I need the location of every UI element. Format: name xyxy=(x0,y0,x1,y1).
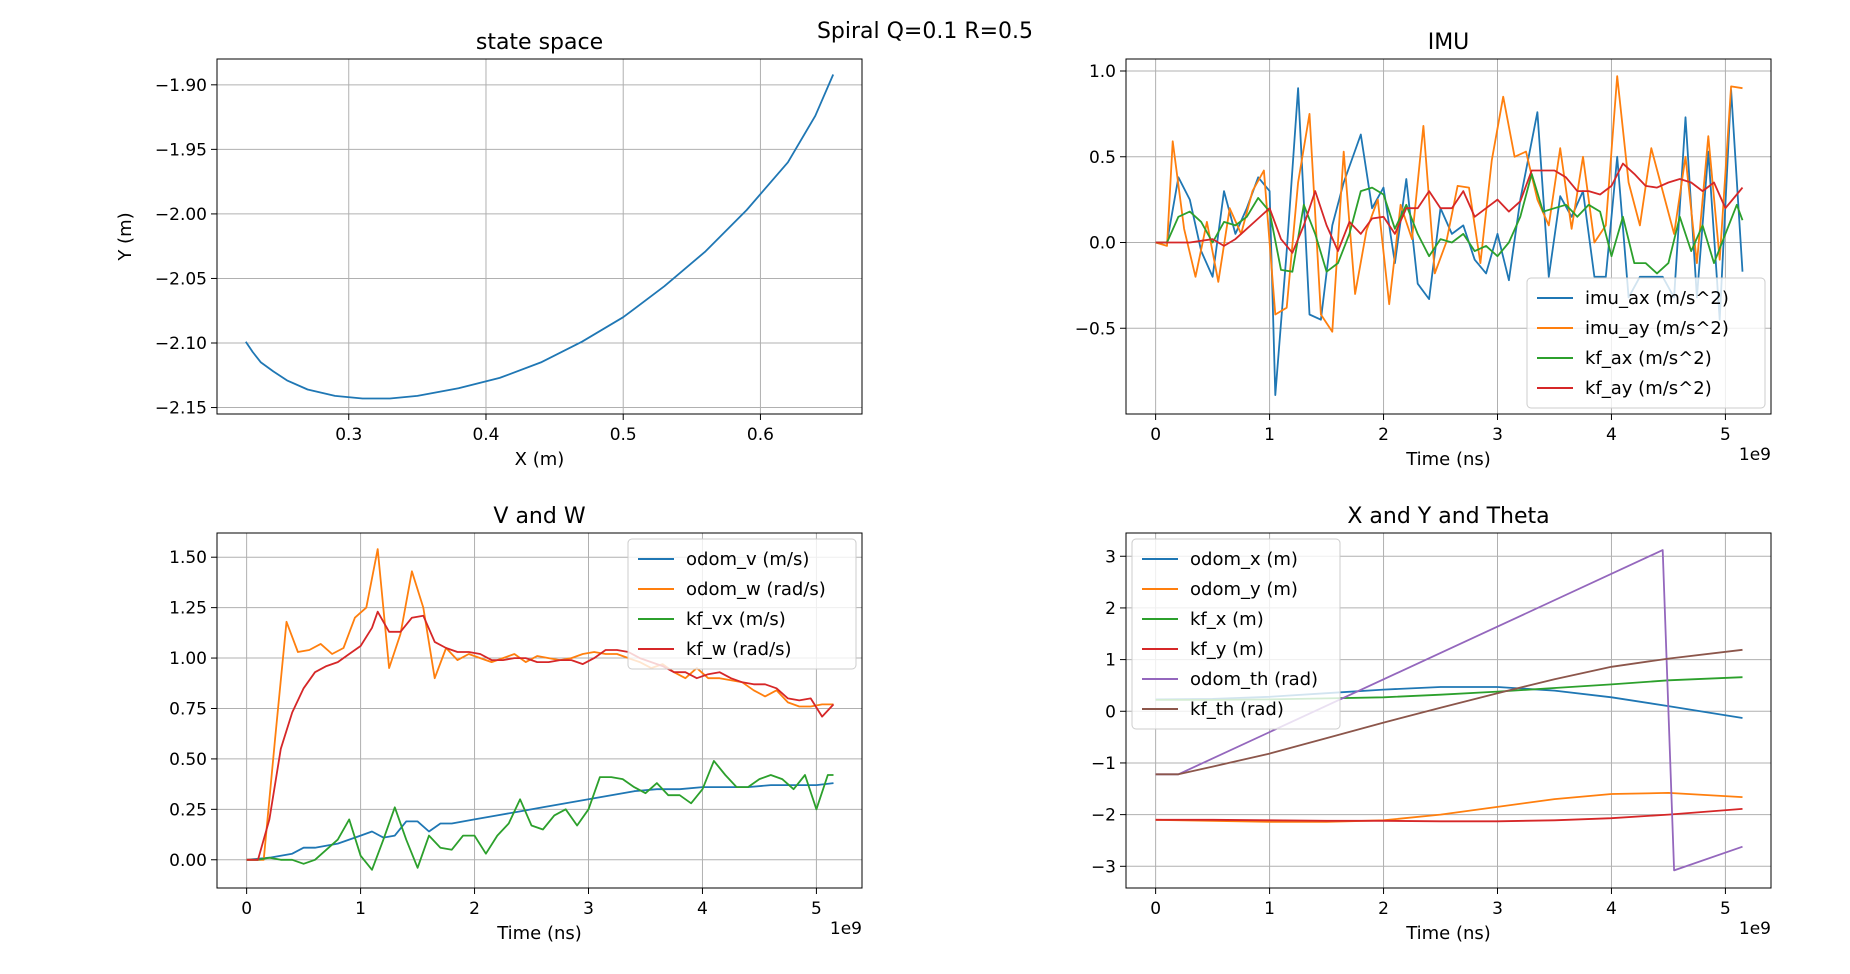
x-tick-label: 3 xyxy=(1492,425,1503,445)
legend-entry: kf_vx (m/s) xyxy=(686,609,786,630)
legend-entry: kf_x (m) xyxy=(1190,609,1264,630)
x-tick-label: 5 xyxy=(1720,425,1731,445)
y-tick-label: −2.15 xyxy=(155,399,207,419)
x-offset-text: 1e9 xyxy=(1739,445,1771,465)
axes-frame xyxy=(1125,58,1772,415)
x-axis-label: Time (ns) xyxy=(1405,449,1491,470)
series-line-odom-y xyxy=(1155,792,1743,823)
y-tick-label: 0.25 xyxy=(169,800,207,820)
x-tick-label: 1 xyxy=(355,899,366,919)
legend-entry: odom_w (rad/s) xyxy=(686,579,826,600)
y-tick-label: 0 xyxy=(1105,702,1116,722)
legend-entry: kf_ax (m/s^2) xyxy=(1585,348,1712,369)
x-tick-label: 0 xyxy=(241,899,252,919)
x-tick-label: 1 xyxy=(1264,425,1275,445)
legend: odom_v (m/s) odom_w (rad/s) kf_vx (m/s) kf_… xyxy=(627,538,857,670)
legend-entry: imu_ax (m/s^2) xyxy=(1585,288,1729,309)
x-tick-label: 3 xyxy=(1492,899,1503,919)
legend-entry: kf_ay (m/s^2) xyxy=(1585,378,1712,399)
series-line-imu-ay xyxy=(1155,75,1743,333)
x-tick-label: 2 xyxy=(469,899,480,919)
x-offset-text: 1e9 xyxy=(830,919,862,939)
legend-box xyxy=(1526,277,1766,409)
y-tick-label: −2.10 xyxy=(155,334,207,354)
legend-box xyxy=(627,538,857,670)
y-tick-label: −1.95 xyxy=(155,140,207,160)
series-line-trajectory xyxy=(245,74,835,400)
legend-entry: imu_ay (m/s^2) xyxy=(1585,318,1729,339)
x-tick-label: 4 xyxy=(1606,899,1617,919)
y-axis-label: Y (m) xyxy=(115,212,136,261)
y-tick-label: 0.0 xyxy=(1089,234,1116,254)
x-tick-label: 5 xyxy=(811,899,822,919)
subplot-1: 0.3 0.4 0.5 0.6 −2.15 −2.10 −2.05 −2.00 −1.95 −1.… xyxy=(115,30,863,470)
y-tick-label: −2.00 xyxy=(155,205,207,225)
legend-entry: kf_y (m) xyxy=(1190,639,1264,660)
y-tick-label: 0.00 xyxy=(169,851,207,871)
x-tick-label: 3 xyxy=(583,899,594,919)
axes-frame xyxy=(216,532,863,889)
x-tick-label: 0.3 xyxy=(335,425,362,445)
y-tick-label: 1 xyxy=(1105,651,1116,671)
figure-suptitle: Spiral Q=0.1 R=0.5 xyxy=(817,19,1033,44)
y-tick-label: 3 xyxy=(1105,547,1116,567)
y-tick-label: 1.50 xyxy=(169,548,207,568)
legend-entry: kf_w (rad/s) xyxy=(686,639,792,660)
x-tick-label: 1 xyxy=(1264,899,1275,919)
subplot-2: 0 1 2 3 4 5 −0.5 0.0 0.5 1.0 IMU Time (ns) 1e9 imu_ax… xyxy=(1075,30,1772,470)
series-line-kf-vx xyxy=(246,760,834,871)
axes-frame xyxy=(1125,532,1772,889)
y-tick-label: 0.75 xyxy=(169,699,207,719)
x-offset-text: 1e9 xyxy=(1739,919,1771,939)
y-tick-label: 0.50 xyxy=(169,750,207,770)
axes-frame xyxy=(216,58,863,415)
y-tick-label: 2 xyxy=(1105,599,1116,619)
legend: odom_x (m) odom_y (m) kf_x (m) kf_y (m) odom… xyxy=(1131,538,1341,730)
legend-box xyxy=(1131,538,1341,730)
x-tick-label: 2 xyxy=(1378,899,1389,919)
x-tick-label: 0.6 xyxy=(747,425,774,445)
series-line-kf-w xyxy=(246,610,835,861)
legend-entry: odom_y (m) xyxy=(1190,579,1298,600)
legend: imu_ax (m/s^2) imu_ay (m/s^2) kf_ax (m/s^2… xyxy=(1526,277,1766,409)
subplot-4: 0 1 2 3 4 5 −3 −2 −1 0 1 2 3 X and Y and Theta Time (n… xyxy=(1091,504,1772,944)
y-tick-label: −2 xyxy=(1091,806,1116,826)
x-axis-label: Time (ns) xyxy=(1405,923,1491,944)
y-tick-label: −1.90 xyxy=(155,76,207,96)
series-line-odom-w xyxy=(246,548,834,861)
x-tick-label: 0.5 xyxy=(610,425,637,445)
y-tick-label: 0.5 xyxy=(1089,148,1116,168)
y-tick-label: 1.0 xyxy=(1089,62,1116,82)
y-tick-label: 1.00 xyxy=(169,649,207,669)
y-tick-label: −1 xyxy=(1091,754,1116,774)
x-tick-label: 4 xyxy=(697,899,708,919)
x-tick-label: 5 xyxy=(1720,899,1731,919)
x-tick-label: 0 xyxy=(1150,899,1161,919)
legend-entry: kf_th (rad) xyxy=(1190,699,1284,720)
subplot-title: state space xyxy=(476,30,603,55)
series-line-kf-ax xyxy=(1155,173,1744,275)
subplot-3: 0 1 2 3 4 5 0.00 0.25 0.50 0.75 1.00 1.25 1.50 V and … xyxy=(169,504,863,944)
x-axis-label: X (m) xyxy=(515,449,565,470)
series-line-odom-v xyxy=(246,782,834,861)
x-tick-label: 4 xyxy=(1606,425,1617,445)
y-tick-label: −0.5 xyxy=(1075,319,1116,339)
legend-entry: odom_v (m/s) xyxy=(686,549,809,570)
series-line-kf-th xyxy=(1155,648,1743,776)
legend-entry: odom_x (m) xyxy=(1190,549,1298,570)
x-tick-label: 0 xyxy=(1150,425,1161,445)
series-line-kf-y xyxy=(1155,808,1743,823)
legend-entry: odom_th (rad) xyxy=(1190,669,1318,690)
x-tick-label: 2 xyxy=(1378,425,1389,445)
x-axis-label: Time (ns) xyxy=(496,923,582,944)
x-tick-label: 0.4 xyxy=(472,425,499,445)
subplot-title: X and Y and Theta xyxy=(1347,504,1549,529)
subplot-title: IMU xyxy=(1428,30,1470,55)
y-tick-label: −2.05 xyxy=(155,269,207,289)
series-line-kf-ay xyxy=(1155,162,1744,254)
y-tick-label: 1.25 xyxy=(169,599,207,619)
subplot-title: V and W xyxy=(493,504,585,529)
y-tick-label: −3 xyxy=(1091,857,1116,877)
